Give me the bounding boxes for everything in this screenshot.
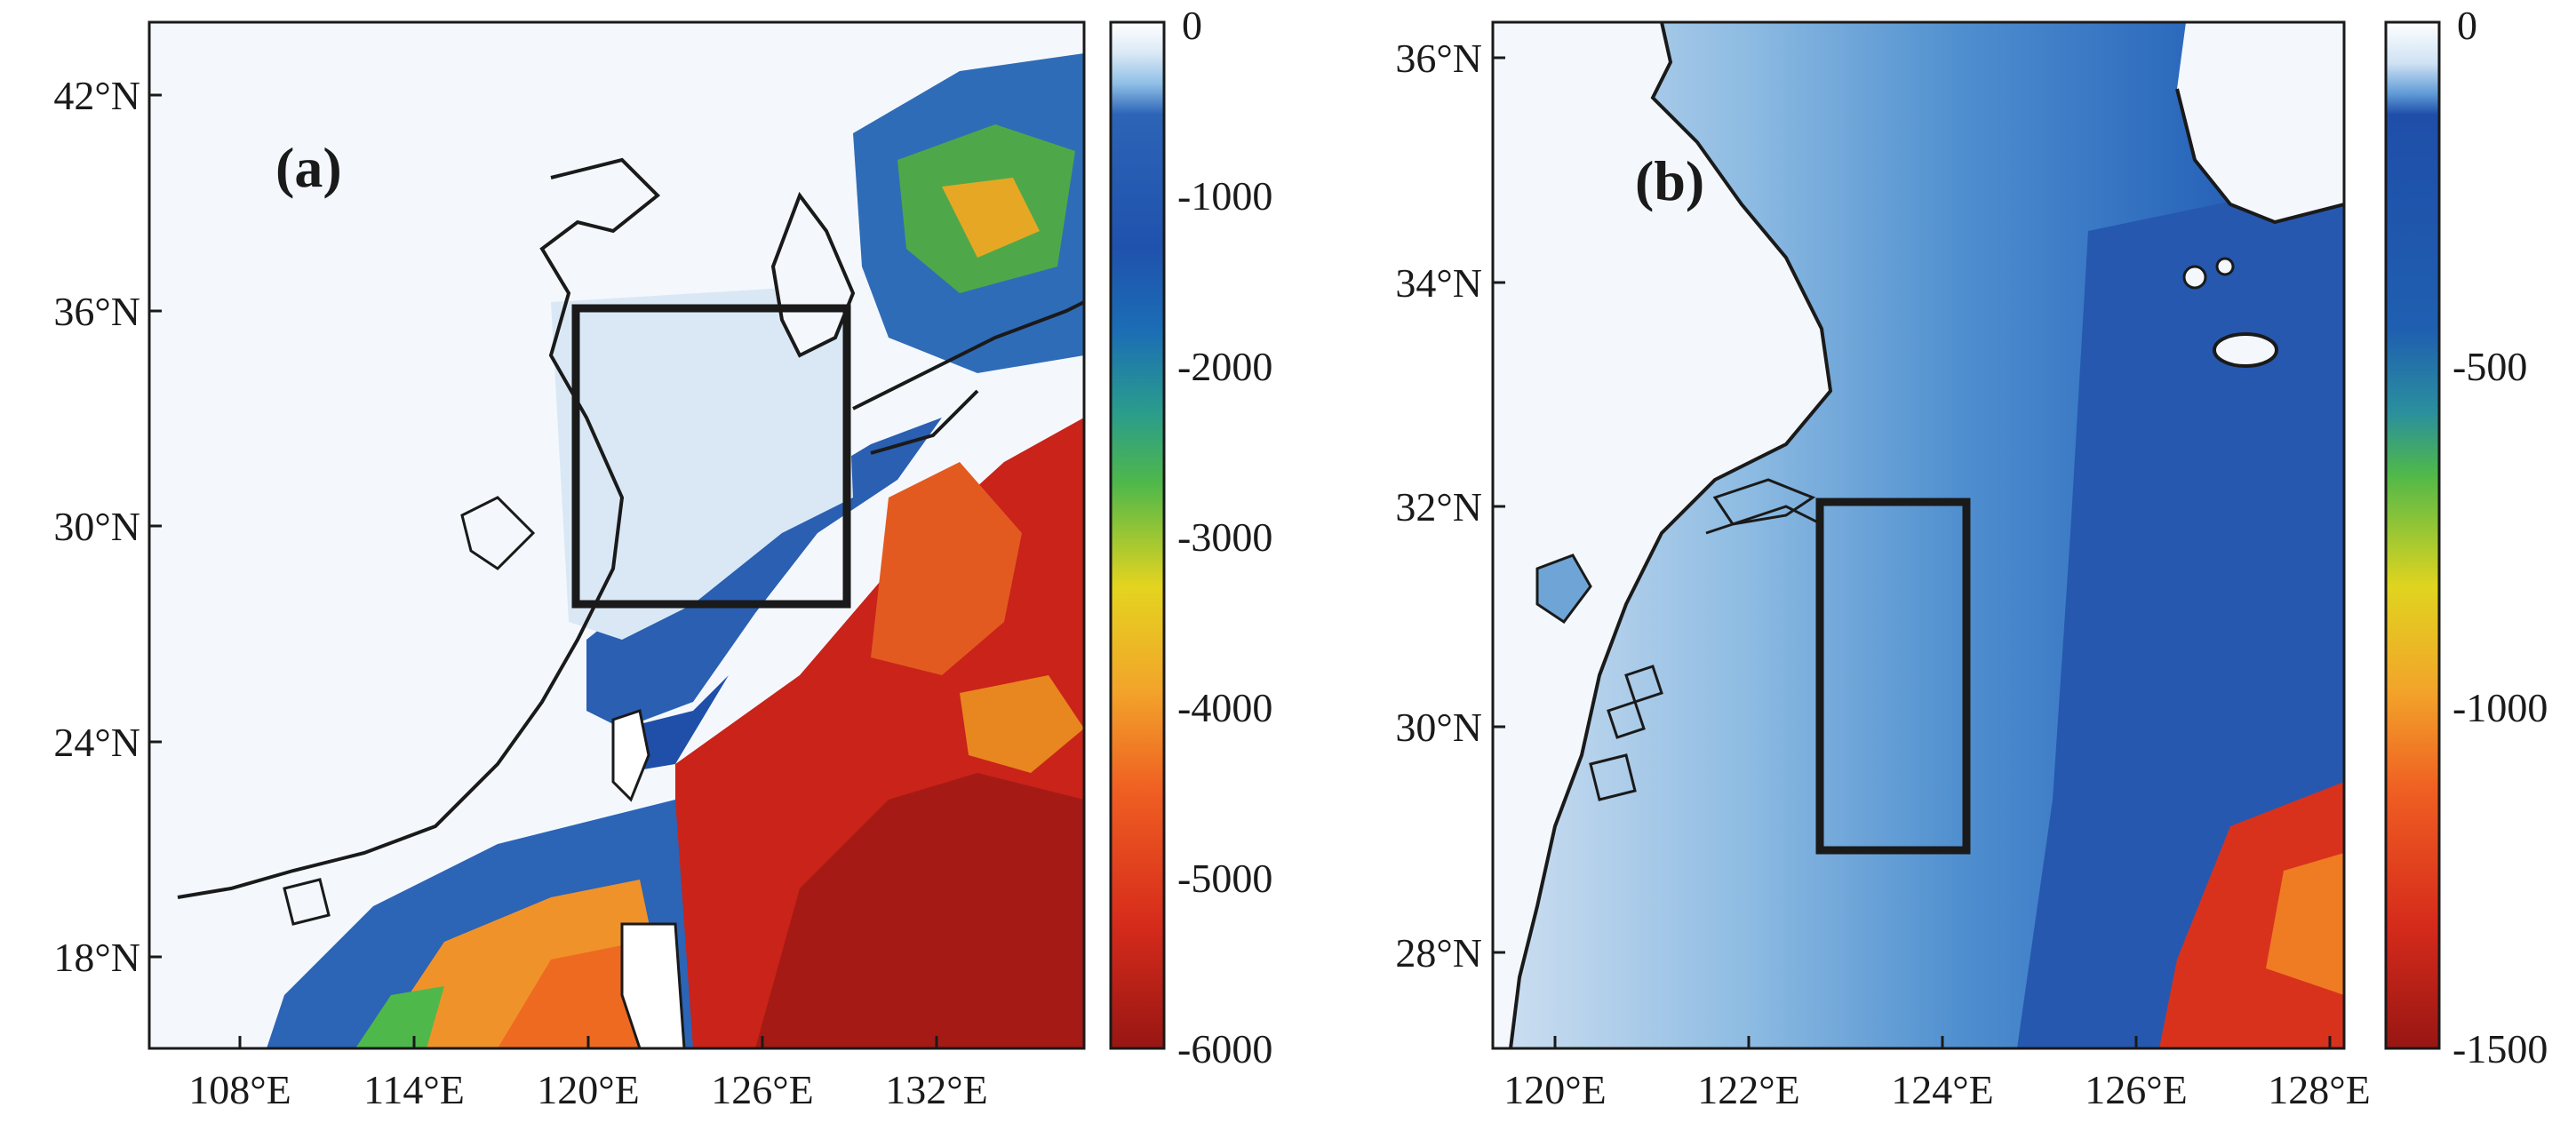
lat-label: 42°N (53, 73, 140, 118)
lon-label: 126°E (2085, 1067, 2188, 1112)
colorbar-tick: -6000 (1177, 1026, 1272, 1071)
map-frame-b (1491, 20, 2346, 1050)
map-b: (b) 36°N 34°N 32°N 30°N 28°N 120°E 122°E… (1395, 3, 2548, 1112)
lon-label: 132°E (885, 1067, 988, 1112)
colorbar-b: 0 -500 -1000 -1500 (2384, 3, 2548, 1071)
lon-label: 120°E (1503, 1067, 1607, 1112)
colorbar-tick: -3000 (1177, 514, 1272, 560)
colorbar-tick: -4000 (1177, 685, 1272, 730)
panel-label-a: (a) (275, 136, 342, 199)
lon-label: 114°E (363, 1067, 465, 1112)
lat-axis-a: 42°N 36°N 30°N 24°N 18°N (53, 73, 162, 980)
lat-label: 36°N (1395, 36, 1482, 81)
lon-label: 122°E (1697, 1067, 1800, 1112)
bathymetry-map-b (1493, 22, 2344, 1048)
lon-label: 128°E (2268, 1067, 2371, 1112)
bathymetry-map-a (149, 22, 1084, 1048)
lat-label: 36°N (53, 289, 140, 334)
lat-label: 30°N (1395, 705, 1482, 750)
lat-axis-b: 36°N 34°N 32°N 30°N 28°N (1395, 36, 1505, 976)
colorbar-a: 0 -1000 -2000 -3000 -4000 -5000 -6000 (1109, 3, 1272, 1071)
colorbar-tick: -5000 (1177, 856, 1272, 901)
lat-label: 24°N (53, 720, 140, 765)
lat-label: 34°N (1395, 260, 1482, 306)
lat-label: 18°N (53, 935, 140, 980)
panel-b: (b) 36°N 34°N 32°N 30°N 28°N 120°E 122°E… (1288, 0, 2576, 1119)
panel-a: (a) 42°N 36°N 30°N 24°N 18°N 108°E 114°E… (0, 0, 1280, 1119)
colorbar-tick: -1000 (2452, 685, 2548, 730)
lon-axis-a: 108°E 114°E 120°E 126°E 132°E (188, 1036, 988, 1112)
colorbar-tick: -1000 (1177, 173, 1272, 219)
study-region-box-a (571, 304, 851, 609)
colorbar-tick: 0 (2457, 3, 2477, 48)
lon-label: 120°E (537, 1067, 640, 1112)
lat-label: 30°N (53, 504, 140, 549)
colorbar-tick: -1500 (2452, 1026, 2548, 1071)
colorbar-tick: -500 (2452, 344, 2527, 389)
panel-label-b: (b) (1635, 149, 1704, 212)
lon-label: 124°E (1891, 1067, 1994, 1112)
lon-label: 108°E (188, 1067, 291, 1112)
lon-axis-b: 120°E 122°E 124°E 126°E 128°E (1503, 1036, 2371, 1112)
lon-label: 126°E (711, 1067, 814, 1112)
map-frame-a (148, 20, 1086, 1050)
map-a: (a) 42°N 36°N 30°N 24°N 18°N 108°E 114°E… (53, 3, 1272, 1112)
study-region-box-b (1815, 498, 1971, 855)
lat-label: 28°N (1395, 930, 1482, 976)
colorbar-tick: -2000 (1177, 344, 1272, 389)
lat-label: 32°N (1395, 484, 1482, 530)
colorbar-tick: 0 (1182, 3, 1202, 48)
